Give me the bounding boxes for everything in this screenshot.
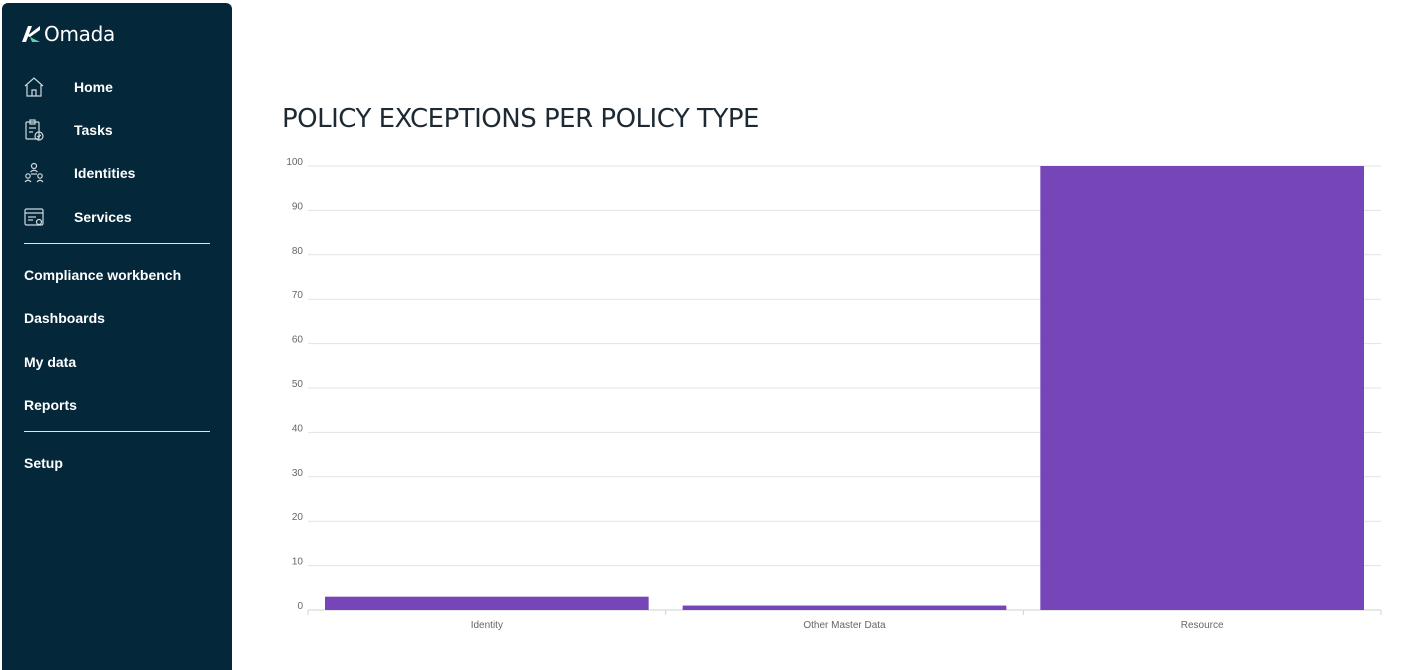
nav-item-dashboards[interactable]: Dashboards bbox=[2, 301, 232, 335]
y-tick-label: 70 bbox=[292, 290, 304, 301]
y-tick-label: 60 bbox=[292, 335, 304, 346]
bar[interactable] bbox=[1040, 166, 1364, 610]
sidebar-divider bbox=[24, 431, 210, 432]
nav-label: Identities bbox=[74, 165, 136, 181]
nav-item-identities[interactable]: Identities bbox=[2, 156, 232, 190]
x-tick-label: Identity bbox=[471, 620, 503, 631]
nav-item-setup[interactable]: Setup bbox=[2, 446, 232, 480]
sidebar-divider bbox=[24, 243, 210, 244]
y-tick-label: 20 bbox=[292, 512, 304, 523]
nav-item-reports[interactable]: Reports bbox=[2, 388, 232, 422]
nav-label: Tasks bbox=[74, 122, 113, 138]
nav-label: Compliance workbench bbox=[24, 267, 182, 283]
nav-label: Dashboards bbox=[24, 310, 105, 326]
nav-label: My data bbox=[24, 354, 77, 370]
nav-item-my-data[interactable]: My data bbox=[2, 345, 232, 379]
y-tick-label: 40 bbox=[292, 423, 304, 434]
omada-logo-icon bbox=[22, 26, 40, 42]
nav-label: Home bbox=[74, 79, 113, 95]
nav-label: Reports bbox=[24, 397, 77, 413]
x-tick-label: Resource bbox=[1181, 620, 1224, 631]
y-tick-label: 0 bbox=[297, 601, 303, 612]
bar-chart: 0 10 20 30 40 50 60 70 80 90 100 Identity Other Mast… bbox=[286, 157, 1382, 631]
sidebar: Omada Home Tasks Ident bbox=[2, 3, 232, 670]
clipboard-check-icon bbox=[22, 118, 46, 142]
y-tick-label: 80 bbox=[292, 246, 304, 257]
y-tick-label: 30 bbox=[292, 468, 304, 479]
bar[interactable] bbox=[682, 605, 1007, 610]
nav-item-tasks[interactable]: Tasks bbox=[2, 113, 232, 147]
services-icon bbox=[22, 205, 46, 229]
y-tick-label: 100 bbox=[286, 157, 303, 168]
main-content: POLICY EXCEPTIONS PER POLICY TYPE 0 10 20 3… bbox=[232, 0, 1402, 670]
nav-item-compliance-workbench[interactable]: Compliance workbench bbox=[2, 258, 232, 292]
bar[interactable] bbox=[325, 596, 649, 610]
brand-name: Omada bbox=[44, 22, 115, 46]
y-tick-label: 90 bbox=[292, 201, 304, 212]
omada-logo[interactable]: Omada bbox=[20, 20, 115, 48]
y-tick-label: 10 bbox=[292, 557, 304, 568]
nav-label: Setup bbox=[24, 455, 63, 471]
nav-item-services[interactable]: Services bbox=[2, 200, 232, 234]
x-tick-label: Other Master Data bbox=[803, 620, 886, 631]
identities-icon bbox=[22, 161, 46, 185]
nav-label: Services bbox=[74, 209, 132, 225]
home-icon bbox=[22, 75, 46, 99]
chart-title: POLICY EXCEPTIONS PER POLICY TYPE bbox=[282, 104, 759, 134]
y-tick-label: 50 bbox=[292, 379, 304, 390]
nav-item-home[interactable]: Home bbox=[2, 70, 232, 104]
